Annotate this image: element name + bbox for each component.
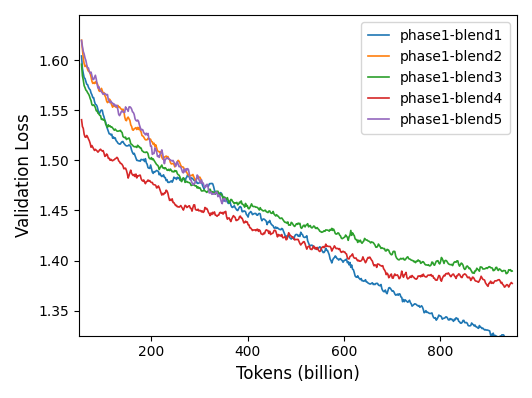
phase1-blend3 [283, 220, 289, 224]
phase1-blend3 [503, 271, 509, 276]
Line: phase1-blend5: phase1-blend5 [81, 41, 226, 204]
phase1-blend5 [128, 105, 134, 110]
phase1-blend1 [78, 54, 85, 59]
phase1-blend3 [78, 62, 85, 66]
phase1-blend2 [78, 38, 85, 43]
phase1-blend2 [138, 129, 144, 134]
phase1-blend1 [509, 340, 516, 345]
phase1-blend5 [104, 92, 111, 97]
phase1-blend2 [82, 63, 89, 68]
X-axis label: Tokens (billion): Tokens (billion) [236, 365, 360, 383]
Line: phase1-blend1: phase1-blend1 [81, 56, 512, 342]
phase1-blend4 [311, 246, 318, 251]
phase1-blend4 [283, 237, 289, 242]
Legend: phase1-blend1, phase1-blend2, phase1-blend3, phase1-blend4, phase1-blend5: phase1-blend1, phase1-blend2, phase1-ble… [361, 22, 510, 134]
phase1-blend5 [222, 199, 229, 204]
Y-axis label: Validation Loss: Validation Loss [15, 113, 33, 237]
phase1-blend1 [286, 232, 292, 237]
phase1-blend1 [283, 235, 289, 240]
phase1-blend2 [100, 91, 106, 96]
phase1-blend5 [78, 38, 85, 43]
phase1-blend3 [431, 263, 438, 267]
phase1-blend4 [501, 285, 508, 289]
phase1-blend4 [509, 281, 516, 286]
phase1-blend3 [286, 223, 292, 228]
Line: phase1-blend3: phase1-blend3 [81, 64, 512, 273]
phase1-blend4 [431, 276, 438, 281]
phase1-blend5 [120, 110, 126, 115]
phase1-blend4 [335, 246, 341, 251]
phase1-blend5 [193, 178, 200, 182]
phase1-blend5 [219, 201, 226, 206]
phase1-blend2 [85, 69, 92, 74]
phase1-blend2 [90, 80, 97, 85]
phase1-blend4 [286, 230, 292, 235]
phase1-blend2 [198, 179, 205, 184]
phase1-blend3 [311, 224, 318, 229]
phase1-blend5 [163, 156, 169, 161]
phase1-blend4 [498, 280, 505, 285]
phase1-blend1 [498, 332, 505, 337]
phase1-blend2 [197, 175, 203, 179]
phase1-blend3 [335, 230, 341, 235]
Line: phase1-blend2: phase1-blend2 [81, 40, 202, 182]
Line: phase1-blend4: phase1-blend4 [81, 120, 512, 287]
phase1-blend1 [431, 316, 438, 320]
phase1-blend1 [335, 256, 341, 261]
phase1-blend5 [160, 157, 167, 162]
phase1-blend4 [78, 117, 85, 122]
phase1-blend3 [498, 269, 505, 274]
phase1-blend1 [311, 246, 318, 251]
phase1-blend3 [509, 269, 516, 273]
